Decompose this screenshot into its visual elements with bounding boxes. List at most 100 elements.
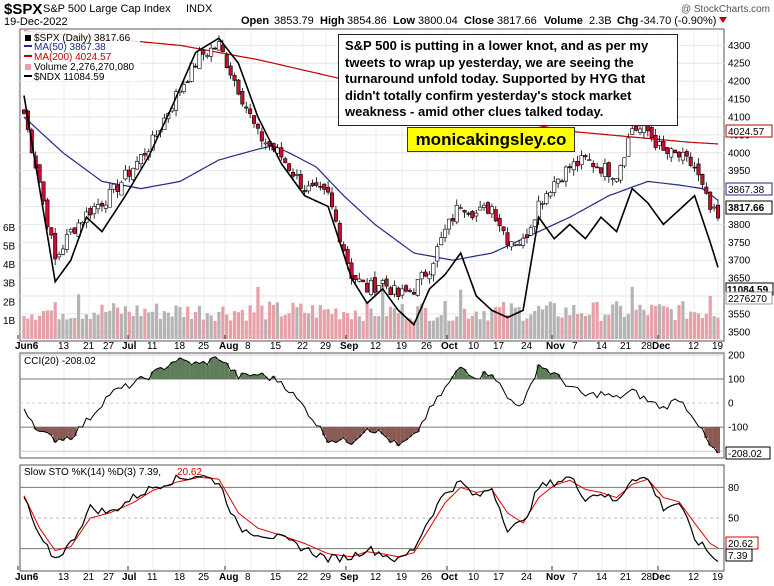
price-x-label: 26 — [421, 341, 433, 352]
sto-x-label: Aug — [219, 572, 238, 583]
sto-x-label: 12 — [688, 572, 700, 583]
price-x-label: Jul — [122, 341, 137, 352]
cci-overbought-fill — [205, 364, 210, 380]
candle-body — [700, 173, 705, 185]
candle-body — [669, 148, 674, 158]
candle-body — [291, 172, 296, 177]
volume-bar — [540, 309, 545, 339]
candle-body — [696, 163, 701, 176]
candle-body — [443, 228, 448, 238]
candle-body — [123, 169, 128, 180]
volume-bar — [591, 302, 595, 339]
volume-bar — [673, 320, 677, 339]
candle-body — [326, 186, 331, 193]
volume-bar — [213, 320, 217, 339]
cci-overbought-fill — [166, 366, 171, 380]
candle-body — [653, 134, 658, 148]
cci-oversold-fill — [345, 427, 350, 443]
cci-overbought-fill — [458, 367, 463, 380]
volume-badge: 2276270 — [725, 291, 773, 305]
close-value: 3817.66 — [497, 15, 537, 27]
candle-body — [404, 285, 409, 292]
candle-body — [372, 277, 377, 293]
cci-oversold-fill — [357, 427, 362, 438]
volume-bar — [369, 308, 373, 339]
cci-overbought-fill — [228, 370, 233, 380]
volume-bar — [384, 316, 389, 339]
chg-label: Chg — [617, 15, 638, 27]
candle-body — [259, 131, 264, 142]
ma200-badge: 4024.57 — [725, 124, 773, 138]
cci-overbought-fill — [248, 375, 253, 380]
high-value: 3854.86 — [347, 15, 387, 27]
legend-ndx: $NDX 11084.59 — [34, 72, 105, 83]
volume-bar — [225, 314, 229, 339]
cci-overbought-fill — [470, 377, 475, 380]
candle-body — [474, 212, 479, 217]
cci-tick-label: -100 — [728, 423, 748, 434]
candle-body — [220, 44, 225, 53]
price-x-label: 21 — [620, 341, 632, 352]
volume-bar — [708, 295, 712, 339]
candle-body — [60, 248, 65, 255]
cci-overbought-fill — [193, 361, 198, 380]
candle-body — [310, 182, 315, 187]
cci-oversold-fill — [400, 427, 405, 443]
cci-overbought-fill — [162, 369, 167, 380]
volume-bar — [677, 305, 681, 339]
candle-body — [712, 206, 717, 209]
cci-oversold-fill — [60, 427, 65, 441]
volume-bar — [119, 313, 124, 339]
cci-overbought-fill — [263, 376, 268, 380]
cci-oversold-fill — [365, 427, 370, 429]
ma200-badge-bg — [725, 124, 773, 138]
volume-bar — [53, 302, 57, 339]
volume-bar — [564, 307, 568, 339]
price-x-label: Jun6 — [15, 341, 39, 352]
candle-body — [400, 288, 405, 296]
candle-body — [505, 232, 510, 246]
volume-bar — [431, 320, 435, 339]
volume-bar — [174, 305, 178, 339]
cci-oversold-fill — [353, 427, 358, 441]
cci-overbought-fill — [552, 372, 557, 380]
cci-overbought-fill — [485, 375, 490, 380]
candle-body — [330, 192, 335, 208]
price-x-label: 27 — [103, 341, 115, 352]
volume-bar — [88, 318, 92, 339]
cci-overbought-fill — [181, 359, 186, 380]
volume-bar — [634, 309, 638, 339]
candle-body — [423, 271, 428, 277]
volume-bar — [295, 307, 299, 339]
volume-bar — [650, 304, 654, 339]
volume-bar — [30, 314, 34, 339]
candle-body — [489, 206, 494, 215]
volume-bar — [22, 316, 26, 339]
candle-body — [193, 65, 198, 68]
volume-bar — [490, 309, 494, 339]
volume-bar — [423, 307, 428, 339]
volume-bar — [400, 304, 404, 339]
candle-body — [224, 54, 229, 69]
volume-tick-label: 4B — [3, 260, 16, 271]
volume-bar — [517, 306, 521, 339]
sto-x-label: Sep — [340, 572, 358, 583]
candle-body — [306, 185, 311, 192]
volume-bar — [139, 315, 143, 339]
volume-bar — [244, 320, 248, 339]
volume-bar — [349, 319, 354, 339]
cci-oversold-fill — [380, 427, 385, 435]
volume-bar — [92, 312, 96, 339]
cci-tick-label: 200 — [728, 351, 745, 362]
volume-bar — [26, 318, 30, 339]
volume-bar — [201, 319, 205, 339]
cci-oversold-fill — [396, 427, 401, 446]
candle-body — [466, 212, 471, 215]
cci-oversold-fill — [333, 427, 338, 443]
candle-body — [454, 205, 459, 223]
price-x-label: 22 — [297, 341, 309, 352]
volume-bar — [65, 319, 69, 339]
candle-body — [431, 263, 436, 276]
candle-body — [591, 163, 596, 168]
cci-oversold-fill — [404, 427, 409, 441]
